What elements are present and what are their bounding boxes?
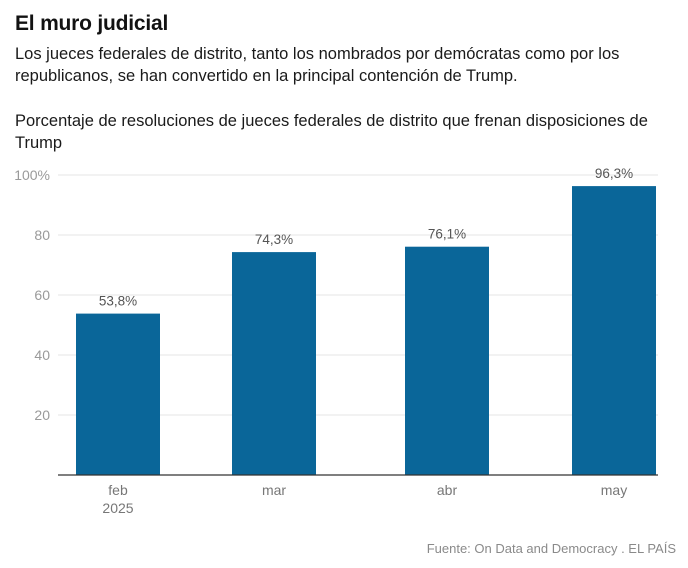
- y-tick-label: 60: [34, 287, 50, 303]
- bar: [572, 186, 656, 475]
- y-tick-label: 80: [34, 227, 50, 243]
- chart-subtitle: Los jueces federales de distrito, tanto …: [15, 45, 620, 85]
- data-label: 53,8%: [99, 294, 137, 309]
- x-tick-label: mar: [262, 482, 286, 498]
- source-note: Fuente: On Data and Democracy . EL PAÍS: [426, 541, 676, 556]
- bar: [232, 252, 316, 475]
- x-tick-label: may: [601, 482, 627, 498]
- y-tick-label: 20: [34, 407, 50, 423]
- data-label: 74,3%: [255, 232, 293, 247]
- y-tick-label: 100%: [14, 167, 50, 183]
- bar: [405, 246, 489, 475]
- y-tick-label: 40: [34, 347, 50, 363]
- x-tick-label: feb 2025: [102, 482, 133, 516]
- bar: [76, 313, 160, 475]
- data-label: 96,3%: [595, 166, 633, 181]
- data-label: 76,1%: [428, 227, 466, 242]
- chart-description: Porcentaje de resoluciones de jueces fed…: [15, 112, 648, 152]
- chart-title: El muro judicial: [15, 12, 169, 35]
- x-tick-label: abr: [437, 482, 458, 498]
